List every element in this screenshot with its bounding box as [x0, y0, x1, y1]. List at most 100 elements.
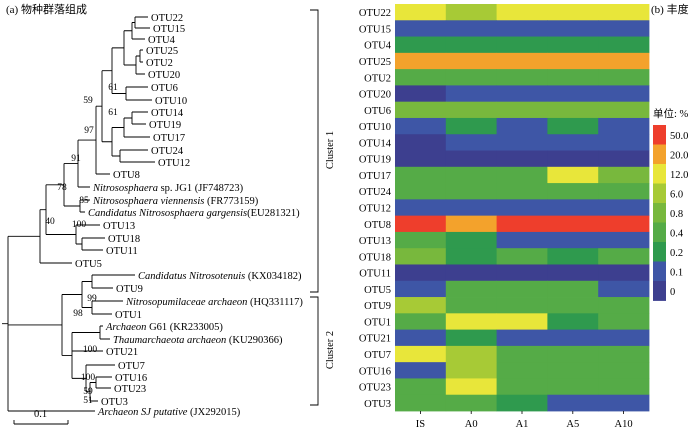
tree-leaf-OTU16: OTU16 [115, 373, 147, 384]
heatmap-row-label: OTU14 [359, 138, 392, 149]
scale-bar-label: 0.1 [34, 409, 47, 420]
bootstrap-value: 100 [83, 345, 98, 355]
heatmap-row-label: OTU9 [364, 301, 391, 312]
tree-leaf-OTU3: OTU3 [101, 397, 128, 408]
heatmap-cell-OTU17-A10 [598, 166, 650, 184]
heatmap-cell-OTU5-A0 [445, 280, 497, 298]
heatmap-cell-OTU23-IS [395, 378, 447, 396]
legend-tick-label: 6.0 [670, 189, 683, 200]
heatmap-cell-OTU19-A10 [598, 150, 650, 168]
heatmap-cell-OTU24-IS [395, 183, 447, 200]
heatmap-cell-OTU5-A5 [547, 280, 599, 298]
bootstrap-value: 59 [83, 387, 93, 397]
legend-title: 单位: % [653, 107, 689, 120]
heatmap-cell-OTU2-A5 [547, 69, 599, 86]
heatmap-cell-OTU23-A0 [445, 378, 497, 396]
tree-leaf-OTU13: OTU13 [103, 221, 135, 232]
heatmap-cell-OTU14-A0 [445, 134, 497, 151]
heatmap-cell-OTU5-IS [395, 280, 447, 298]
heatmap-row-label: OTU13 [359, 236, 391, 247]
scale-bar: 0.1 [13, 409, 69, 425]
heatmap-cell-OTU3-IS [395, 394, 447, 412]
heatmap-cell-OTU19-A5 [547, 150, 599, 168]
heatmap-cell-OTU25-A1 [496, 52, 548, 70]
heatmap-cell-OTU22-IS [395, 4, 447, 21]
bootstrap-value: 85 [79, 196, 89, 206]
heatmap-cell-OTU17-A0 [445, 166, 497, 184]
heatmap-cell-OTU1-A0 [445, 313, 497, 330]
heatmap-cell-OTU9-A5 [547, 297, 599, 314]
legend-swatch [653, 164, 666, 184]
tree-leaf-OTU14: OTU14 [151, 108, 184, 119]
heatmap-cell-OTU3-A1 [496, 394, 548, 412]
tree-leaf-OTU7: OTU7 [118, 361, 145, 372]
tree-leaf-OTU8: OTU8 [113, 170, 140, 181]
heatmap-column-label: A0 [465, 419, 478, 429]
tree-leaf-OTU4: OTU4 [148, 35, 176, 46]
heatmap-cell-OTU22-A0 [445, 4, 497, 21]
heatmap-cell-OTU4-IS [395, 36, 447, 54]
heatmap-cell-OTU13-A1 [496, 231, 548, 249]
heatmap-row-label: OTU19 [359, 155, 391, 166]
tree-leaf-OTU18: OTU18 [108, 234, 140, 245]
legend-swatch [653, 183, 666, 204]
heatmap-cell-OTU5-A1 [496, 280, 548, 298]
tree-leaf-OTU17: OTU17 [153, 133, 185, 144]
heatmap-cell-OTU4-A10 [598, 36, 650, 54]
bootstrap-value: 100 [72, 220, 87, 230]
heatmap-row-label: OTU2 [364, 73, 391, 84]
heatmap-cell-OTU21-A10 [598, 329, 650, 347]
heatmap-cell-OTU14-A5 [547, 134, 599, 151]
cluster2-label: Cluster 2 [325, 331, 336, 369]
heatmap-cell-OTU23-A10 [598, 378, 650, 396]
heatmap-cell-OTU22-A1 [496, 4, 548, 21]
heatmap-cell-OTU13-A10 [598, 231, 650, 249]
heatmap-cell-OTU14-IS [395, 134, 447, 151]
heatmap-cell-OTU16-A1 [496, 362, 548, 379]
heatmap-row-label: OTU11 [359, 269, 391, 280]
heatmap-cell-OTU11-IS [395, 264, 447, 282]
heatmap-cell-OTU10-A10 [598, 117, 650, 135]
tree-leaf-OTU5: OTU5 [75, 259, 102, 270]
heatmap-cell-OTU3-A5 [547, 394, 599, 412]
tree-leaf-OTU12: OTU12 [158, 158, 190, 169]
heatmap-cell-OTU15-A10 [598, 20, 650, 37]
legend-swatch [653, 125, 666, 145]
heatmap-row-labels: OTU22 OTU15 OTU4 OTU25 OTU2 OTU20 OTU6 OTU10 OTU… [359, 8, 392, 410]
heatmap-row-label: OTU16 [359, 366, 391, 377]
legend-swatch [653, 281, 666, 301]
heatmap-column-label: A1 [516, 419, 529, 429]
heatmap-cell-OTU15-A1 [496, 20, 548, 37]
heatmap-cell-OTU16-IS [395, 362, 447, 379]
heatmap-cell-OTU11-A0 [445, 264, 497, 282]
heatmap-cell-OTU15-A5 [547, 20, 599, 37]
heatmap-row-label: OTU7 [364, 350, 391, 361]
heatmap-cell-OTU14-A1 [496, 134, 548, 151]
heatmap-cell-OTU20-IS [395, 85, 447, 103]
bootstrap-value: 78 [57, 183, 67, 193]
heatmap-column-labels: IS A0 A1 A5 A10 [416, 411, 633, 429]
tree-leaf-OTU1: OTU1 [115, 310, 142, 321]
heatmap-cell-OTU16-A5 [547, 362, 599, 379]
heatmap-cell-OTU19-A0 [445, 150, 497, 168]
heatmap-cell-OTU23-A5 [547, 378, 599, 396]
heatmap-column-label: IS [416, 419, 425, 429]
heatmap-row-label: OTU24 [359, 187, 392, 198]
heatmap-cell-OTU9-IS [395, 297, 447, 314]
heatmap-cell-OTU20-A10 [598, 85, 650, 103]
heatmap-cell-OTU9-A10 [598, 297, 650, 314]
heatmap-cell-OTU17-A1 [496, 166, 548, 184]
heatmap-cell-OTU7-A0 [445, 345, 497, 363]
heatmap-cell-OTU21-IS [395, 329, 447, 347]
tree-leaf-OTU23: OTU23 [114, 384, 146, 395]
bootstrap-value: 51 [83, 396, 93, 406]
bootstrap-value: 97 [84, 126, 94, 136]
heatmap-cell-OTU20-A0 [445, 85, 497, 103]
heatmap-cell-OTU8-IS [395, 215, 447, 233]
heatmap-cell-OTU24-A1 [496, 183, 548, 200]
heatmap-cell-OTU2-A0 [445, 69, 497, 86]
cluster1-bracket [310, 9, 319, 293]
tree-leaf-OTU24: OTU24 [151, 146, 184, 157]
heatmap-cell-OTU8-A1 [496, 215, 548, 233]
